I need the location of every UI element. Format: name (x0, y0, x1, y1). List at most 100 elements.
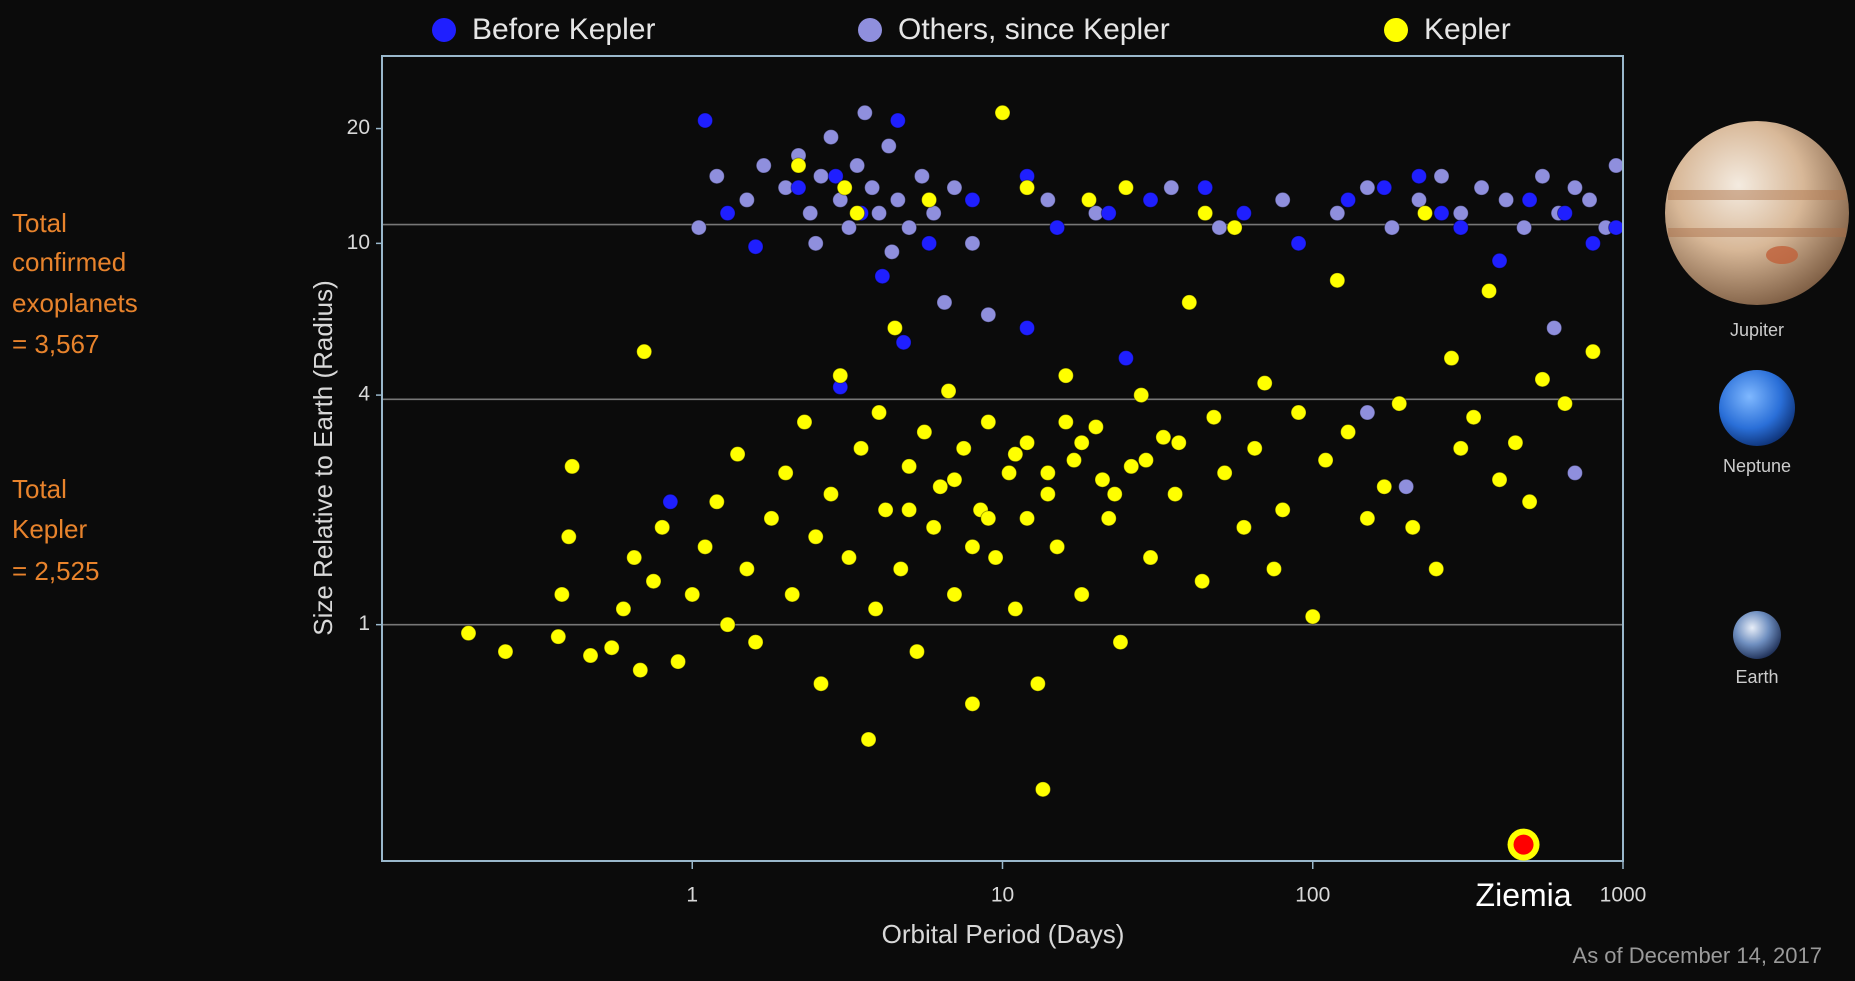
point (1521, 191, 1538, 208)
point (908, 643, 925, 660)
point (738, 191, 755, 208)
point (980, 306, 997, 323)
point (738, 560, 755, 577)
annotation-label: Ziemia (1476, 877, 1572, 913)
point (1391, 395, 1408, 412)
point (913, 168, 930, 185)
point (964, 191, 981, 208)
point (603, 639, 620, 656)
point (684, 586, 701, 603)
point (1481, 283, 1498, 300)
point (1452, 219, 1469, 236)
point (697, 538, 714, 555)
point (874, 268, 891, 285)
point (853, 440, 870, 457)
point (932, 478, 949, 495)
footer: As of December 14, 2017 (1573, 943, 1822, 968)
point (1274, 191, 1291, 208)
point (871, 404, 888, 421)
point (1398, 478, 1415, 495)
point (1556, 205, 1573, 222)
point (790, 179, 807, 196)
y-tick-label: 20 (347, 116, 370, 139)
point (871, 205, 888, 222)
point (883, 243, 900, 260)
point (1197, 205, 1214, 222)
point (1019, 319, 1036, 336)
point (582, 647, 599, 664)
point (1216, 464, 1233, 481)
point (1290, 404, 1307, 421)
point (1211, 219, 1228, 236)
point (697, 112, 714, 129)
point (1433, 168, 1450, 185)
point (1256, 375, 1273, 392)
point (1100, 205, 1117, 222)
point (1123, 458, 1140, 475)
point (1317, 452, 1334, 469)
point (1039, 464, 1056, 481)
plot-frame (381, 55, 1624, 862)
point (1019, 434, 1036, 451)
point (807, 528, 824, 545)
side-note: Total (12, 474, 67, 504)
point (1049, 219, 1066, 236)
point (1155, 429, 1172, 446)
point (901, 501, 918, 518)
point (1057, 414, 1074, 431)
point (550, 628, 567, 645)
point (1073, 586, 1090, 603)
point (1117, 179, 1134, 196)
point (955, 440, 972, 457)
point (1065, 452, 1082, 469)
legend-label: Others, since Kepler (898, 13, 1170, 46)
point (892, 560, 909, 577)
point (1491, 471, 1508, 488)
point (719, 205, 736, 222)
point (1376, 478, 1393, 495)
point (755, 157, 772, 174)
point (1304, 608, 1321, 625)
point (1034, 781, 1051, 798)
y-tick-label: 10 (347, 231, 370, 254)
y-tick-label: 1 (358, 612, 370, 635)
point (1290, 235, 1307, 252)
point (1340, 424, 1357, 441)
point (1163, 179, 1180, 196)
point (1087, 418, 1104, 435)
point (719, 616, 736, 633)
side-note: Kepler (12, 514, 87, 544)
point (802, 205, 819, 222)
point (747, 238, 764, 255)
annotation-marker-core (1513, 834, 1534, 855)
point (662, 493, 679, 510)
point (654, 519, 671, 536)
point (1019, 179, 1036, 196)
point (867, 600, 884, 617)
point (1428, 560, 1445, 577)
point (1194, 573, 1211, 590)
point (1235, 205, 1252, 222)
y-tick-label: 4 (358, 383, 370, 406)
point (980, 510, 997, 527)
point (812, 675, 829, 692)
point (1007, 446, 1024, 463)
point (849, 157, 866, 174)
point (1359, 404, 1376, 421)
point (670, 653, 687, 670)
point (1340, 191, 1357, 208)
neptune-icon (1719, 370, 1795, 446)
point (1452, 205, 1469, 222)
point (1376, 179, 1393, 196)
point (1410, 168, 1427, 185)
point (1197, 179, 1214, 196)
side-note: exoplanets (12, 288, 138, 318)
point (690, 219, 707, 236)
point (1608, 157, 1625, 174)
point (832, 367, 849, 384)
point (925, 519, 942, 536)
point (936, 294, 953, 311)
point (1443, 350, 1460, 367)
point (1546, 319, 1563, 336)
